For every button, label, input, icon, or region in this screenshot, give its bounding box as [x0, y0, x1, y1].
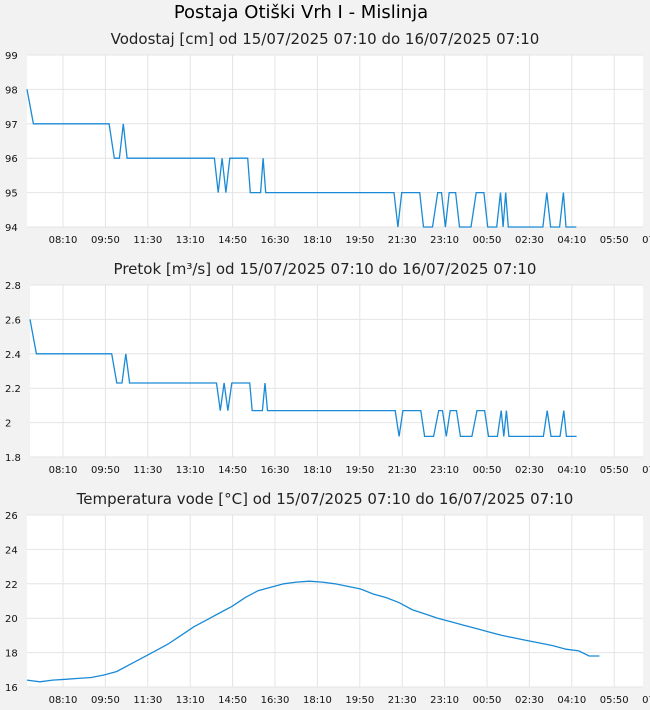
- y-tick-label: 96: [5, 154, 18, 165]
- y-tick-label: 18: [5, 649, 18, 660]
- x-tick-label: 04:10: [557, 695, 586, 706]
- x-tick-label: 18:10: [303, 235, 332, 246]
- x-tick-label: 23:10: [430, 235, 459, 246]
- x-tick-label: 14:50: [218, 235, 247, 246]
- x-tick-label: 09:50: [91, 465, 120, 476]
- x-tick-label: 07:10: [642, 695, 650, 706]
- x-tick-label: 02:30: [515, 695, 544, 706]
- x-tick-label: 04:10: [557, 465, 586, 476]
- x-tick-label: 19:50: [345, 695, 374, 706]
- y-tick-label: 95: [5, 189, 18, 200]
- y-tick-label: 2.4: [5, 350, 21, 361]
- y-tick-label: 99: [5, 51, 18, 62]
- x-tick-label: 21:30: [388, 695, 417, 706]
- x-tick-label: 18:10: [303, 695, 332, 706]
- y-tick-label: 26: [5, 511, 18, 522]
- y-tick-label: 2.8: [5, 281, 21, 292]
- x-tick-label: 23:10: [430, 695, 459, 706]
- x-tick-label: 09:50: [91, 695, 120, 706]
- x-tick-label: 21:30: [388, 465, 417, 476]
- x-tick-label: 14:50: [218, 695, 247, 706]
- water-level-chart: 94 95 96 97 98 99 08:10 09:50 11:30 13:10 14:50 16:…: [5, 51, 650, 246]
- x-tick-label: 08:10: [49, 695, 78, 706]
- page-title: Postaja Otiški Vrh I - Mislinja: [173, 2, 429, 23]
- y-tick-label: 94: [5, 223, 18, 234]
- y-tick-label: 98: [5, 85, 18, 96]
- x-tick-label: 11:30: [133, 465, 162, 476]
- x-tick-label: 00:50: [473, 235, 502, 246]
- y-tick-label: 16: [5, 683, 18, 694]
- x-tick-label: 00:50: [473, 465, 502, 476]
- x-tick-label: 21:30: [388, 235, 417, 246]
- y-tick-label: 24: [5, 545, 18, 556]
- x-tick-label: 05:50: [600, 235, 629, 246]
- x-tick-label: 08:10: [49, 465, 78, 476]
- y-tick-label: 2: [5, 419, 11, 430]
- x-tick-label: 02:30: [515, 235, 544, 246]
- x-tick-label: 13:10: [176, 465, 205, 476]
- y-tick-label: 22: [5, 580, 18, 591]
- x-tick-label: 11:30: [133, 235, 162, 246]
- x-tick-label: 23:10: [430, 465, 459, 476]
- plot-area: [27, 515, 643, 687]
- x-tick-label: 00:50: [473, 695, 502, 706]
- x-tick-label: 11:30: [133, 695, 162, 706]
- y-tick-label: 97: [5, 120, 18, 131]
- plot-area: [30, 285, 643, 457]
- chart-1-title: Vodostaj [cm] od 15/07/2025 07:10 do 16/…: [110, 30, 540, 48]
- x-tick-label: 08:10: [49, 235, 78, 246]
- x-tick-label: 14:50: [218, 465, 247, 476]
- x-tick-label: 02:30: [515, 465, 544, 476]
- series-line: [26, 89, 577, 228]
- x-tick-label: 09:50: [91, 235, 120, 246]
- x-tick-label: 16:30: [261, 465, 290, 476]
- series-line: [29, 319, 577, 438]
- x-tick-label: 05:50: [600, 465, 629, 476]
- x-tick-label: 07:10: [642, 235, 650, 246]
- y-tick-label: 1.8: [5, 453, 21, 464]
- plot-area: [27, 55, 643, 227]
- y-tick-label: 20: [5, 614, 18, 625]
- x-tick-label: 13:10: [176, 235, 205, 246]
- x-tick-label: 07:10: [642, 465, 650, 476]
- chart-3-title: Temperatura vode [°C] od 15/07/2025 07:1…: [76, 490, 574, 508]
- x-tick-label: 18:10: [303, 465, 332, 476]
- x-tick-label: 19:50: [345, 235, 374, 246]
- x-tick-label: 16:30: [261, 235, 290, 246]
- x-tick-label: 04:10: [557, 235, 586, 246]
- x-tick-label: 16:30: [261, 695, 290, 706]
- y-tick-label: 2.2: [5, 384, 21, 395]
- x-tick-label: 19:50: [345, 465, 374, 476]
- y-tick-label: 2.6: [5, 315, 21, 326]
- x-tick-label: 05:50: [600, 695, 629, 706]
- x-tick-label: 13:10: [176, 695, 205, 706]
- chart-2-title: Pretok [m³/s] od 15/07/2025 07:10 do 16/…: [113, 260, 537, 278]
- water-temperature-chart: 16 18 20 22 24 26 08:10 09:50 11:30 13:10 14:50 16:…: [5, 511, 650, 706]
- series-line: [26, 580, 600, 683]
- discharge-chart: 1.8 2 2.2 2.4 2.6 2.8 08:10 09:50 11:30 13:10 14:5…: [5, 281, 650, 476]
